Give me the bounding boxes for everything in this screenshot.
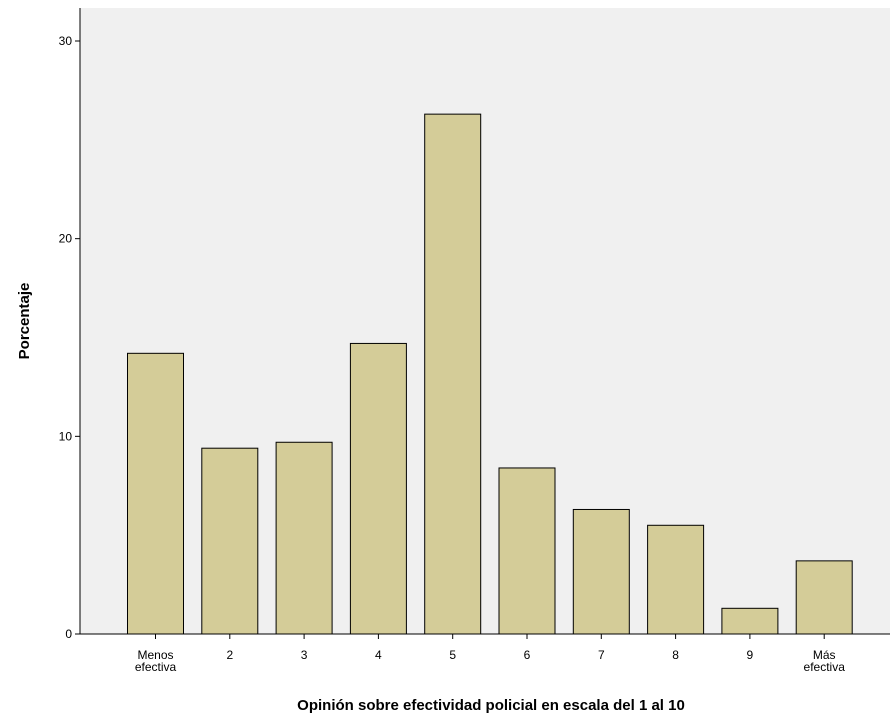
- y-tick-label: 30: [59, 34, 73, 48]
- x-tick-label: 9: [747, 648, 754, 662]
- bar: [572, 508, 630, 635]
- bar: [201, 447, 259, 635]
- x-axis-title: Opinión sobre efectividad policial en es…: [297, 697, 685, 714]
- x-tick-label: 8: [672, 648, 679, 662]
- x-tick-label: Menos: [137, 648, 173, 662]
- bar: [498, 467, 556, 635]
- x-tick-label: 6: [524, 648, 531, 662]
- bar: [647, 524, 705, 635]
- x-tick-label: 5: [449, 648, 456, 662]
- bar: [349, 342, 407, 635]
- x-tick-label: 4: [375, 648, 382, 662]
- bar: [795, 560, 853, 635]
- x-tick-label: 7: [598, 648, 605, 662]
- bar: [424, 113, 482, 635]
- y-tick-label: 10: [59, 429, 73, 443]
- bar: [721, 607, 779, 635]
- y-tick-label: 20: [59, 232, 73, 246]
- x-tick-label: 3: [301, 648, 308, 662]
- y-ticks-group: 0 10 20 30: [59, 34, 80, 641]
- y-tick-label: 0: [65, 627, 72, 641]
- y-axis-title: Porcentaje: [16, 283, 33, 360]
- x-tick-label: efectiva: [135, 660, 177, 674]
- bars-group: [127, 113, 853, 635]
- x-tick-label: 2: [226, 648, 233, 662]
- x-tick-label: efectiva: [804, 660, 846, 674]
- bar: [127, 352, 184, 635]
- bar: [275, 441, 333, 635]
- x-tick-label: Más: [813, 648, 836, 662]
